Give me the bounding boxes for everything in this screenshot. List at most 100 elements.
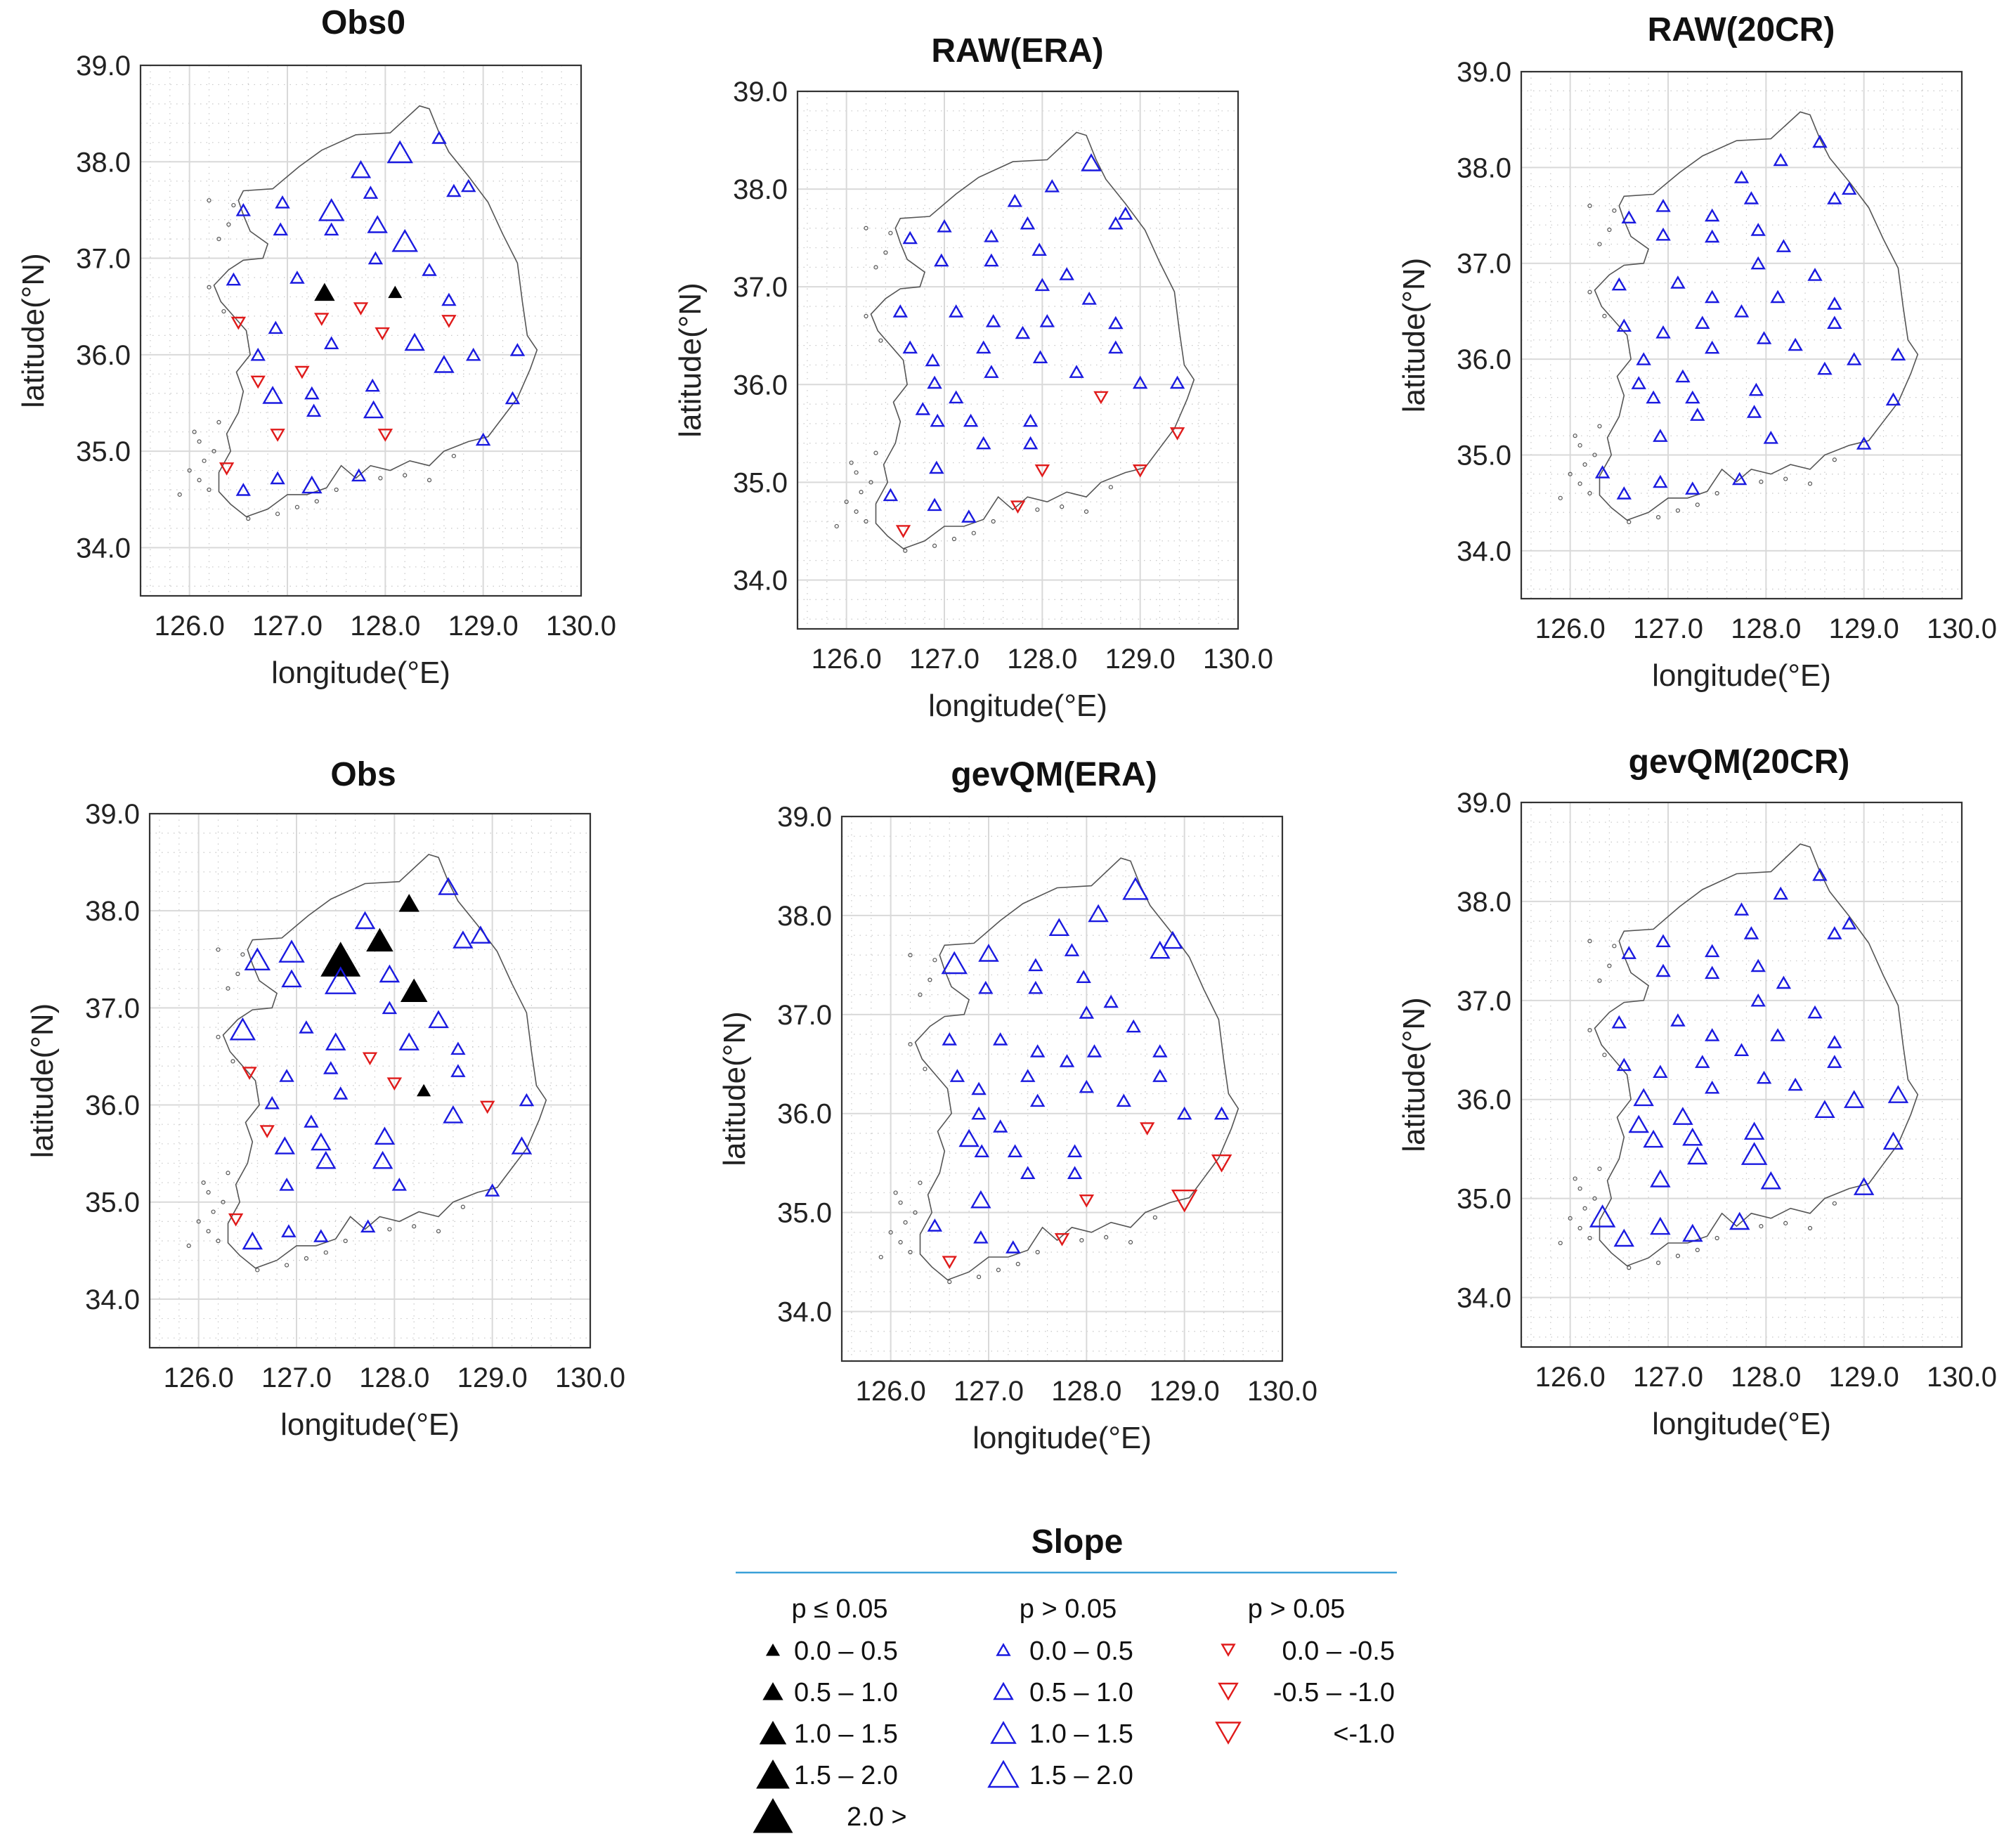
island [971, 531, 976, 535]
positive-trend-marker [1756, 1070, 1772, 1084]
x-tick-label: 126.0 [856, 1376, 926, 1407]
island [1577, 481, 1582, 486]
y-tick-label: 39.0 [1457, 57, 1511, 88]
y-tick-label: 36.0 [1457, 1085, 1511, 1116]
positive-trend-marker [1613, 1228, 1634, 1247]
y-tick-label: 34.0 [733, 565, 788, 596]
positive-trend-marker [1108, 340, 1124, 354]
negative-trend-marker [314, 313, 330, 326]
x-tick-label: 126.0 [1535, 1362, 1606, 1393]
negative-trend-marker [250, 375, 266, 389]
island [1602, 1053, 1607, 1058]
negative-trend-marker [230, 316, 247, 330]
island [834, 523, 839, 529]
island [1573, 1176, 1577, 1181]
positive-trend-marker [404, 332, 425, 351]
positive-trend-marker [1705, 1028, 1720, 1041]
positive-trend-marker [505, 391, 521, 405]
y-axis-label: latitude(°N) [717, 1011, 752, 1166]
legend-entry-label: 1.0 – 1.5 [1029, 1719, 1133, 1749]
positive-trend-marker [306, 403, 322, 417]
positive-trend-marker [1705, 1080, 1720, 1094]
island [207, 487, 211, 493]
legend-marker-icon [762, 1681, 783, 1700]
positive-trend-marker [274, 1136, 295, 1154]
positive-trend-marker [324, 222, 339, 236]
island [1597, 1166, 1602, 1171]
island [859, 490, 864, 495]
island [1695, 502, 1700, 507]
island [976, 1275, 982, 1280]
positive-trend-marker [244, 947, 271, 971]
x-tick-label: 129.0 [448, 611, 519, 642]
negative-trend-marker [1132, 464, 1148, 478]
x-tick-label: 128.0 [1731, 613, 1801, 644]
positive-trend-marker [1132, 375, 1148, 389]
coastline [213, 105, 538, 518]
positive-trend-marker [934, 253, 949, 267]
island [1083, 509, 1089, 514]
y-tick-label: 36.0 [777, 1099, 832, 1130]
island [1714, 490, 1719, 496]
y-tick-label: 38.0 [85, 896, 140, 927]
positive-trend-marker [985, 313, 1001, 327]
island [844, 500, 849, 505]
positive-trend-marker [1007, 193, 1022, 207]
legend-marker-icon [1215, 1722, 1242, 1745]
positive-trend-marker [978, 980, 994, 994]
positive-trend-marker [1636, 352, 1651, 365]
island [231, 202, 236, 208]
negative-trend-marker [895, 525, 911, 538]
y-tick-label: 35.0 [733, 467, 788, 498]
positive-trend-marker [354, 911, 376, 930]
island [1108, 485, 1113, 490]
positive-trend-marker [450, 1064, 466, 1077]
legend-marker-icon [765, 1643, 781, 1656]
x-axis-label: longitude(°E) [280, 1407, 460, 1442]
plot-area [141, 65, 581, 596]
positive-trend-marker [984, 365, 999, 378]
panel-title: Obs [330, 756, 396, 793]
y-tick-label: 35.0 [85, 1187, 140, 1218]
island [1577, 1186, 1582, 1191]
negative-trend-marker [219, 462, 235, 476]
positive-trend-marker [961, 509, 977, 523]
positive-trend-marker [250, 347, 266, 361]
island [378, 476, 383, 481]
island [187, 468, 192, 473]
negative-trend-marker [362, 1052, 378, 1066]
significant-trend-marker [400, 978, 428, 1002]
positive-trend-marker [1594, 465, 1610, 479]
positive-trend-marker [1750, 223, 1766, 236]
positive-trend-marker [323, 1061, 339, 1074]
positive-trend-marker [1827, 1035, 1842, 1048]
islands [834, 226, 1113, 553]
positive-trend-marker [268, 320, 283, 334]
island [864, 313, 868, 319]
positive-trend-marker [461, 178, 476, 193]
positive-trend-marker [1032, 350, 1048, 363]
island [932, 958, 937, 963]
positive-trend-marker [1653, 429, 1668, 442]
islands [1558, 203, 1837, 525]
x-axis-label: longitude(°E) [1652, 658, 1831, 693]
island [1602, 313, 1607, 318]
positive-trend-marker [391, 228, 418, 252]
island [436, 1229, 441, 1234]
island [1627, 519, 1632, 525]
island [1759, 1223, 1764, 1229]
island [1015, 1261, 1020, 1267]
positive-trend-marker [428, 1010, 449, 1029]
positive-trend-marker [1081, 153, 1102, 171]
positive-trend-marker [279, 1177, 294, 1191]
panel-title: Obs0 [321, 4, 405, 41]
positive-trend-marker [1733, 170, 1750, 183]
island [888, 1230, 893, 1235]
island [206, 1190, 211, 1195]
positive-trend-marker [1653, 1065, 1668, 1079]
islands [186, 947, 465, 1273]
positive-trend-marker [1887, 1085, 1909, 1103]
positive-trend-marker [1827, 926, 1842, 939]
islands [1558, 939, 1837, 1270]
negative-trend-marker [228, 1213, 244, 1227]
